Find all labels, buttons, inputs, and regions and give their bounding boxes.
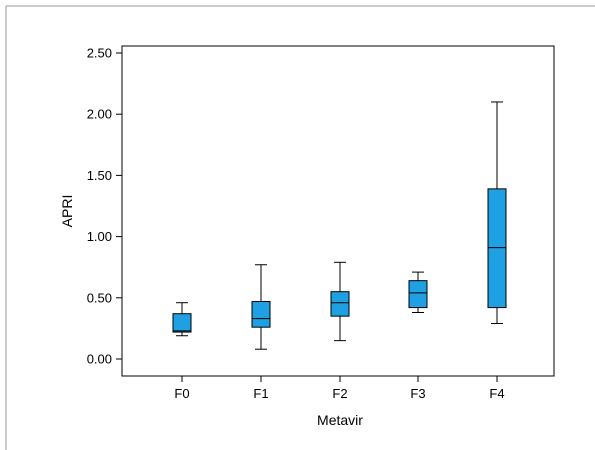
y-tick-label: 2.00: [87, 107, 112, 122]
x-tick-label: F1: [253, 386, 268, 401]
y-axis-title: APRI: [59, 195, 75, 228]
iqr-box: [487, 188, 507, 309]
boxplot-series: [172, 101, 507, 350]
y-axis: 0.00 0.50 1.00 1.50 2.00 2.50: [87, 46, 122, 367]
box-f0: [172, 302, 192, 337]
iqr-box: [251, 300, 271, 328]
iqr-box: [330, 291, 350, 317]
y-tick-label: 0.00: [87, 352, 112, 367]
y-tick-label: 1.00: [87, 229, 112, 244]
iqr-box: [408, 280, 428, 309]
box-f3: [408, 271, 428, 313]
plot-area-frame: [121, 45, 555, 377]
x-axis-title: Metavir: [317, 412, 363, 428]
x-tick-label: F2: [332, 386, 347, 401]
box-f2: [330, 261, 350, 342]
x-axis: F0 F1 F2 F3 F4: [174, 376, 505, 401]
box-f1: [251, 264, 271, 350]
y-tick-label: 0.50: [87, 290, 112, 305]
x-tick-label: F4: [489, 386, 504, 401]
x-tick-label: F3: [410, 386, 425, 401]
box-f4: [487, 101, 507, 325]
y-tick-label: 1.50: [87, 168, 112, 183]
iqr-box: [172, 313, 192, 333]
y-tick-label: 2.50: [87, 46, 112, 61]
x-tick-label: F0: [174, 386, 189, 401]
